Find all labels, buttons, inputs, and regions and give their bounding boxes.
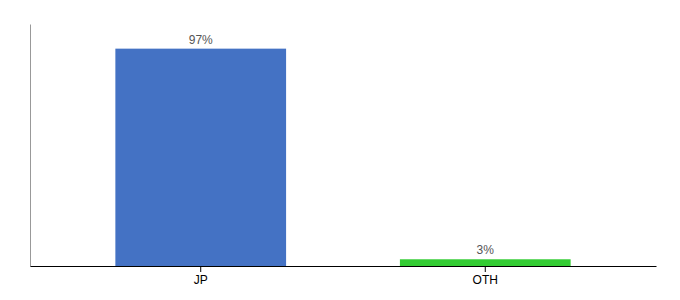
x-tick-label: OTH [473, 273, 498, 287]
x-tick-mark [485, 266, 486, 272]
data-labels: 97% 3% [189, 33, 495, 258]
bar [115, 49, 286, 266]
x-tick: JP [194, 266, 208, 287]
x-axis-line [31, 266, 657, 267]
x-tick-mark [200, 266, 201, 272]
chart: JP OTH 97% 3% [0, 0, 680, 300]
y-axis [30, 25, 31, 267]
data-label: 97% [189, 33, 213, 47]
x-tick: OTH [473, 266, 498, 287]
data-label: 3% [477, 243, 495, 257]
bar [400, 259, 571, 266]
plot: JP OTH 97% 3% [31, 25, 657, 287]
x-tick-label: JP [194, 273, 208, 287]
bars [115, 49, 570, 266]
y-axis-line [30, 25, 31, 267]
x-axis: JP OTH [31, 266, 657, 287]
